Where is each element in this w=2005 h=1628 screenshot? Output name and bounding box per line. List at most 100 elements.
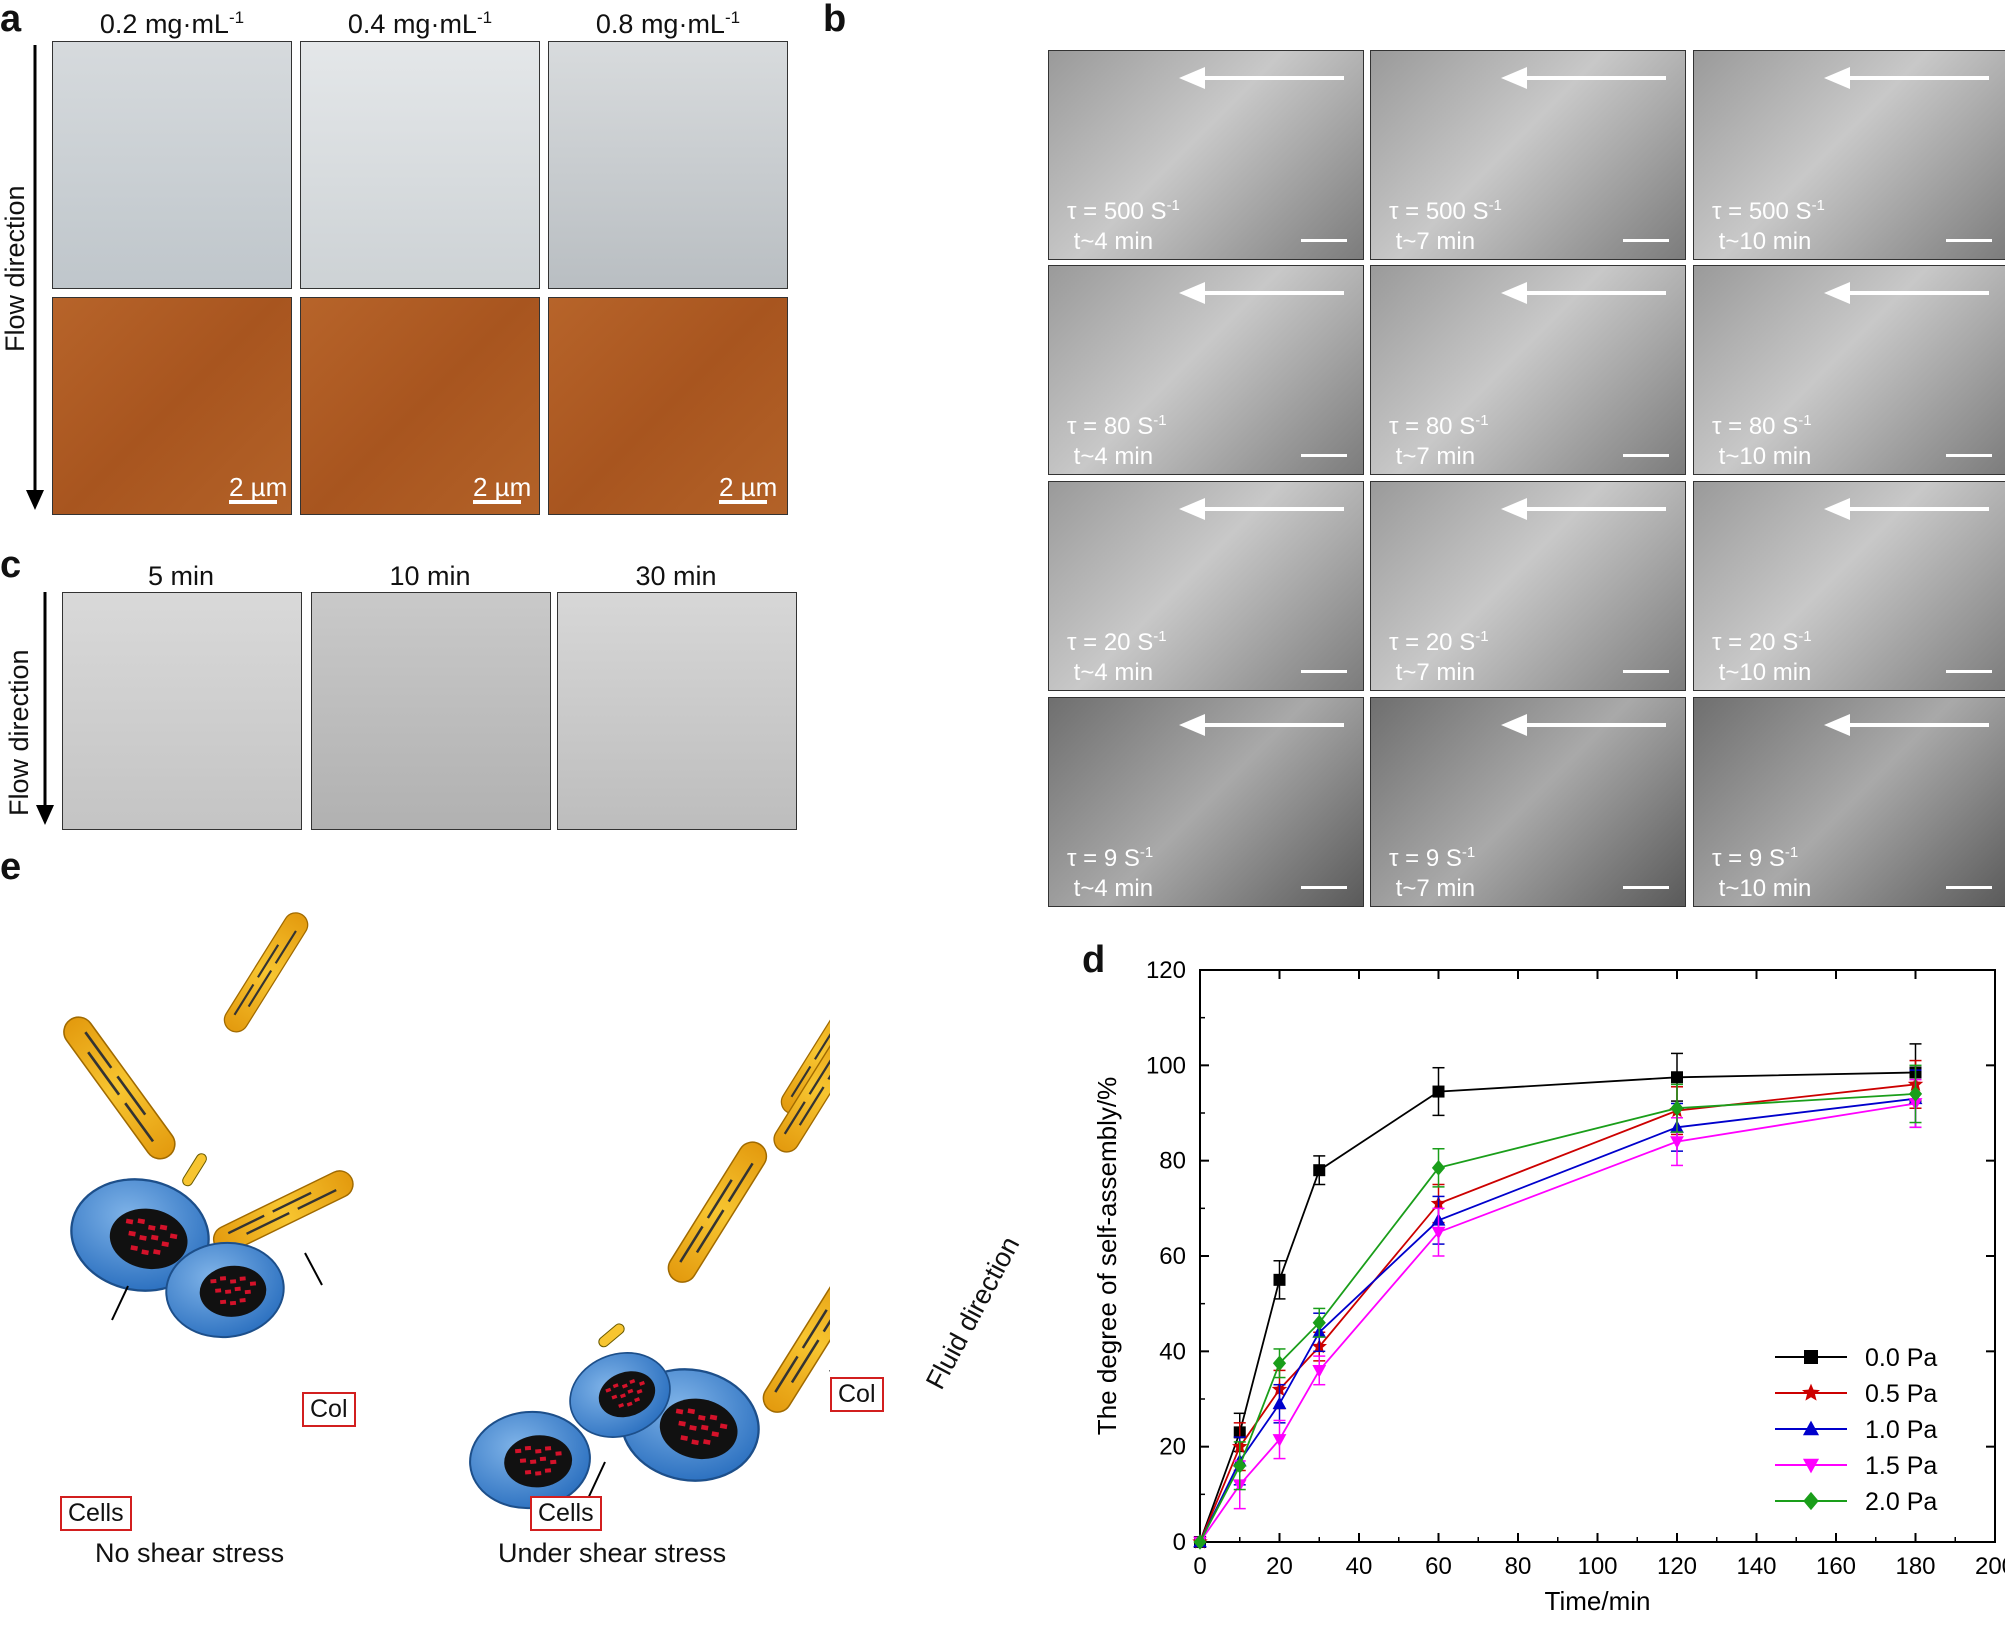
- y-tick-label: 40: [1159, 1338, 1186, 1365]
- x-tick-label: 20: [1266, 1553, 1293, 1580]
- x-tick-label: 200: [1975, 1553, 2005, 1580]
- panel-e-caption-left: No shear stress: [95, 1538, 285, 1568]
- panel-b-shear-label: τ = 80 S-1 t~7 min: [1389, 412, 1489, 470]
- panel-e-schematic: [56, 907, 830, 1515]
- data-point: [1193, 1534, 1207, 1550]
- panel-b-frame: τ = 80 S-1 t~7 min: [1370, 265, 1686, 475]
- legend-marker: [1802, 1458, 1820, 1474]
- series-line: [1199, 1097, 1916, 1543]
- x-tick-label: 100: [1577, 1553, 1617, 1580]
- panel-c-col1-header: 5 min: [147, 561, 215, 591]
- panel-a-letter: a: [0, 0, 22, 40]
- panel-b-shear-label: τ = 20 S-1 t~7 min: [1389, 628, 1489, 686]
- panel-e-label-col-left: Col: [302, 1392, 356, 1427]
- panel-b-scale-bar: [1623, 670, 1669, 673]
- panel-b-scale-bar: [1301, 239, 1347, 242]
- panel-b-letter: b: [823, 0, 847, 40]
- panel-a-scale-text-3: 2 µm: [719, 472, 778, 502]
- panel-d-chart: 0 20 40 60 80 100 120 140 160 180 200 0 20 40 60 80 100 1…: [1092, 957, 2005, 1616]
- panel-e-letter: e: [0, 846, 22, 888]
- panel-c-image-5min: [62, 592, 302, 830]
- panel-b-shear-label: τ = 9 S-1 t~4 min: [1067, 844, 1154, 902]
- panel-c-col3-header: 30 min: [635, 561, 717, 591]
- data-point: [1273, 1273, 1286, 1286]
- panel-b-frame: τ = 20 S-1 t~10 min: [1693, 481, 2005, 691]
- x-tick-label: 0: [1193, 1553, 1206, 1580]
- data-point: [1312, 1365, 1327, 1378]
- flow-arrow-icon: [1824, 67, 1989, 89]
- flow-arrow-icon: [1179, 714, 1344, 736]
- panel-b-scale-bar: [1301, 454, 1347, 457]
- panel-e-fluid-label: Fluid direction: [920, 1231, 1026, 1395]
- data-point: [1671, 1071, 1683, 1084]
- panel-b-scale-bar: [1623, 239, 1669, 242]
- legend-marker: [1804, 1350, 1818, 1364]
- panel-a-afm-0-4: 2 µm: [300, 297, 540, 515]
- series-line: [1199, 1071, 1916, 1543]
- flow-arrow-icon: [1501, 67, 1666, 89]
- panel-b-frame: τ = 9 S-1 t~7 min: [1370, 697, 1686, 907]
- x-tick-label: 180: [1895, 1553, 1935, 1580]
- panel-a-flow-arrow: [26, 45, 44, 510]
- x-tick-label: 40: [1346, 1553, 1373, 1580]
- panel-a-scale-bar-1: [229, 500, 277, 504]
- series-line: [1199, 1093, 1916, 1543]
- panel-b-scale-bar: [1301, 886, 1347, 889]
- flow-arrow-icon: [1179, 282, 1344, 304]
- panel-a-scale-text-1: 2 µm: [229, 472, 288, 502]
- panel-e-caption-right: Under shear stress: [498, 1538, 727, 1568]
- y-tick-label: 80: [1159, 1148, 1186, 1175]
- panel-c-letter: c: [0, 544, 22, 586]
- legend-label: 1.0 Pa: [1865, 1416, 1937, 1444]
- x-tick-label: 60: [1425, 1553, 1452, 1580]
- data-point: [1272, 1396, 1287, 1410]
- panel-a-scale-bar-2: [473, 500, 521, 504]
- data-point: [1272, 1355, 1287, 1372]
- panel-a-col3-header: 0.8 mg·mL-1: [595, 8, 741, 39]
- panel-b-frame: τ = 80 S-1 t~10 min: [1693, 265, 2005, 475]
- flow-arrow-icon: [1501, 714, 1666, 736]
- panel-b-scale-bar: [1946, 886, 1992, 889]
- flow-arrow-icon: [1824, 282, 1989, 304]
- panel-b-shear-label: τ = 9 S-1 t~10 min: [1712, 844, 1812, 902]
- panel-c-image-10min: [311, 592, 551, 830]
- flow-arrow-icon: [1501, 498, 1666, 520]
- panel-a-micrograph-0-2: [52, 41, 292, 289]
- panel-e-label-cells-right: Cells: [530, 1496, 602, 1531]
- panel-b-scale-bar: [1623, 886, 1669, 889]
- y-axis-label: The degree of self-assembly/%: [1092, 1077, 1122, 1435]
- panel-b-frame: τ = 500 S-1 t~10 min: [1693, 50, 2005, 260]
- flow-arrow-icon: [1179, 67, 1344, 89]
- panel-b-scale-bar: [1301, 670, 1347, 673]
- panel-b-scale-bar: [1946, 670, 1992, 673]
- panel-b-frame: τ = 9 S-1 t~4 min: [1048, 697, 1364, 907]
- panel-e-label-cells-left: Cells: [60, 1496, 132, 1531]
- data-point: [1432, 1085, 1445, 1098]
- panel-a-micrograph-0-4: [300, 41, 540, 289]
- data-point: [1908, 1086, 1923, 1102]
- flow-arrow-icon: [1179, 498, 1344, 520]
- panel-c-flow-arrow: [36, 592, 54, 825]
- panel-b-shear-label: τ = 80 S-1 t~4 min: [1067, 412, 1167, 470]
- panel-a-scale-bar-3: [719, 500, 767, 504]
- y-tick-label: 0: [1173, 1529, 1186, 1556]
- legend-label: 0.0 Pa: [1865, 1344, 1937, 1372]
- data-point: [1431, 1226, 1446, 1240]
- x-axis-label: Time/min: [1545, 1586, 1651, 1616]
- data-point: [1272, 1434, 1287, 1447]
- panel-a-afm-0-2: 2 µm: [52, 297, 292, 515]
- panel-c-flow-label: Flow direction: [4, 649, 34, 816]
- legend-label: 2.0 Pa: [1865, 1488, 1937, 1516]
- panel-a-col2-header: 0.4 mg·mL-1: [347, 8, 493, 39]
- panel-b-scale-bar: [1623, 454, 1669, 457]
- data-point: [1670, 1136, 1684, 1149]
- panel-b-frame: τ = 500 S-1 t~4 min: [1048, 50, 1364, 260]
- panel-a-afm-0-8: 2 µm: [548, 297, 788, 515]
- y-tick-label: 60: [1159, 1243, 1186, 1270]
- panel-e-label-col-right: Col: [830, 1377, 884, 1412]
- panel-b-frame: τ = 20 S-1 t~7 min: [1370, 481, 1686, 691]
- legend-label: 1.5 Pa: [1865, 1452, 1937, 1480]
- panel-b-frame: τ = 80 S-1 t~4 min: [1048, 265, 1364, 475]
- x-tick-label: 80: [1505, 1553, 1532, 1580]
- panel-b-shear-label: τ = 500 S-1 t~4 min: [1067, 197, 1180, 255]
